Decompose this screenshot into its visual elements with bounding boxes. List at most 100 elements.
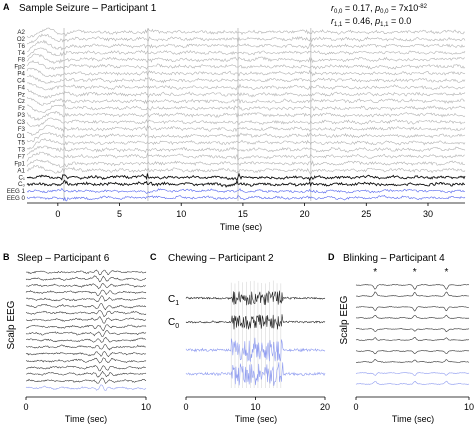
channel-label: O2 [17,36,26,43]
trace-c1 [185,290,326,306]
scalp-trace [25,357,147,364]
channel-label: F8 [18,57,26,64]
trace-o2 [26,33,466,45]
scalp-trace [355,314,470,319]
scalp-trace [25,303,147,311]
x-ticks-b: 0 10 [23,397,151,412]
x-tick-label: 30 [423,209,433,219]
channel-label: C₁ [18,174,25,181]
panel-letter-c: C [150,252,157,262]
panel-letter-a: A [3,2,10,12]
trace-c3 [26,117,466,128]
trace-eeg1 [26,187,466,194]
channel-label: F4 [18,84,26,91]
scalp-trace [25,283,147,290]
scalp-eeg-traces-d [355,284,470,385]
scalp-trace [25,370,147,378]
trace-t3 [26,145,466,156]
panel-c-title: Chewing – Participant 2 [168,253,274,264]
trace-cz [26,96,466,106]
panel-letter-d: D [328,252,335,262]
series-label-c0: C0 [168,317,179,330]
scalp-trace [355,372,470,376]
trace-pz [26,89,466,99]
channel-label: EEG 0 [7,195,26,202]
trace-fp1 [26,158,466,168]
scalp-trace [25,275,146,283]
x-tick-label: 10 [141,402,151,412]
scalp-trace [356,291,469,297]
scalp-trace [25,336,147,343]
x-tick-label: 10 [250,402,260,412]
trace-fp2 [26,59,466,71]
scalp-trace [25,324,147,332]
x-tick-label: 0 [23,402,28,412]
x-tick-label: 25 [361,209,371,219]
stat-line-2: r1,1 = 0.46, p1,1 = 0.0 [331,16,411,28]
scalp-trace [355,284,470,290]
y-axis-label-b: Scalp EEG [6,300,17,349]
scalp-trace [25,295,147,302]
x-tick-label: 15 [238,209,248,219]
channel-label: P4 [17,71,25,78]
channel-label: C₀ [18,181,25,188]
scalp-trace [25,269,147,276]
x-ticks-a: 0 5 10 15 20 25 30 [55,203,433,219]
channel-label: Pz [18,91,25,98]
panel-letter-b: B [3,252,10,262]
scalp-trace [355,350,470,355]
trace-f7 [26,151,466,162]
channel-label: F7 [18,154,26,161]
panel-d-title: Blinking – Participant 4 [343,253,445,264]
scalp-trace [355,328,470,333]
x-tick-label: 5 [117,209,122,219]
panel-a: A Sample Seizure – Participant 1 r0,0 = … [3,2,466,232]
blink-marker-star: * [444,267,448,278]
channel-label: C4 [17,77,25,84]
stat-line-1: r0,0 = 0.17, p0,0 = 7x10-82 [331,3,428,15]
channel-label: A2 [17,29,25,36]
channel-label: A1 [17,167,25,174]
x-tick-label: 10 [464,402,474,412]
scalp-trace [25,384,147,391]
scalp-trace [355,336,470,341]
trace-t4 [26,47,466,57]
trace-a2 [26,27,466,38]
trace-c4 [26,74,466,84]
channel-label: T5 [18,140,26,147]
trace-eeg-0 [185,362,326,386]
trace-a1 [26,164,466,175]
blink-markers: * * * [373,267,448,278]
channel-label: Fp2 [14,64,25,71]
scalp-trace [25,316,147,324]
panel-b: B Sleep – Participant 6 Scalp EEG 0 10 Ti… [3,252,151,424]
channel-label: T6 [18,43,26,50]
x-tick-label: 0 [353,402,358,412]
channel-label: Cz [17,98,25,105]
trace-p3 [26,111,466,121]
series-label-c1: C1 [168,294,179,307]
eeg-traces [26,27,466,202]
x-axis-label-c: Time (sec) [235,414,277,424]
panel-d: D Blinking – Participant 4 Scalp EEG * * *… [328,252,474,424]
blink-marker-star: * [413,267,417,278]
x-tick-label: 10 [176,209,186,219]
scalp-trace [25,351,147,358]
channel-label: T3 [18,147,26,154]
scalp-trace [25,344,147,351]
trace-f3 [26,124,466,136]
scalp-eeg-traces-b [25,269,147,391]
channel-label: F3 [18,126,26,133]
x-ticks-d: 0 10 [353,397,474,412]
scalp-trace [25,310,147,318]
scalp-trace [356,359,470,363]
channel-label: EEG 1 [7,188,26,195]
x-tick-label: 0 [183,402,188,412]
trace-c [26,179,466,188]
trace-t5 [26,137,466,150]
panel-b-title: Sleep – Participant 6 [17,253,110,264]
x-tick-label: 20 [300,209,310,219]
trace-eeg-1 [185,337,326,362]
x-ticks-c: 0 10 20 [183,397,330,412]
